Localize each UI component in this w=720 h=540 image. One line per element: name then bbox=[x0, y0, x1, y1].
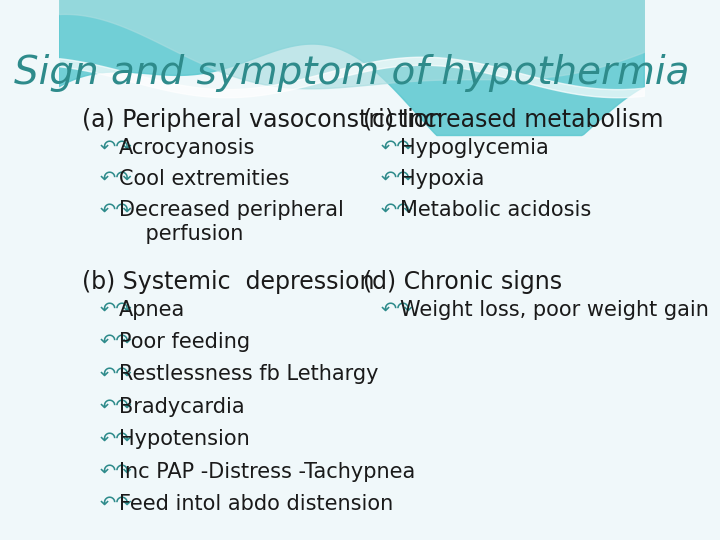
Text: Sign and symptom of hypothermia: Sign and symptom of hypothermia bbox=[14, 54, 689, 92]
Text: (b) Systemic  depression: (b) Systemic depression bbox=[82, 270, 374, 294]
Text: ↶↷: ↶↷ bbox=[99, 200, 132, 219]
Text: ↶↷: ↶↷ bbox=[99, 364, 132, 383]
Text: Decreased peripheral
    perfusion: Decreased peripheral perfusion bbox=[119, 200, 344, 244]
Text: Hypotension: Hypotension bbox=[119, 429, 250, 449]
Text: ↶↷: ↶↷ bbox=[381, 138, 413, 157]
Text: Apnea: Apnea bbox=[119, 300, 185, 320]
Text: Acrocyanosis: Acrocyanosis bbox=[119, 138, 256, 158]
Text: ↶↷: ↶↷ bbox=[99, 429, 132, 448]
Text: ↶↷: ↶↷ bbox=[381, 300, 413, 319]
Text: ↶↷: ↶↷ bbox=[99, 462, 132, 481]
Text: ↶↷: ↶↷ bbox=[99, 169, 132, 188]
Text: (d) Chronic signs: (d) Chronic signs bbox=[363, 270, 562, 294]
Text: Hypoglycemia: Hypoglycemia bbox=[400, 138, 549, 158]
Text: Metabolic acidosis: Metabolic acidosis bbox=[400, 200, 591, 220]
Text: Hypoxia: Hypoxia bbox=[400, 169, 485, 189]
Text: (c) Increased metabolism: (c) Increased metabolism bbox=[363, 108, 664, 132]
Text: ↶↷: ↶↷ bbox=[99, 332, 132, 351]
Text: Poor feeding: Poor feeding bbox=[119, 332, 250, 352]
Text: ↶↷: ↶↷ bbox=[99, 397, 132, 416]
Text: Feed intol abdo distension: Feed intol abdo distension bbox=[119, 494, 393, 514]
Text: Inc PAP -Distress -Tachypnea: Inc PAP -Distress -Tachypnea bbox=[119, 462, 415, 482]
Text: Bradycardia: Bradycardia bbox=[119, 397, 245, 417]
Text: (a) Peripheral vasoconstriction: (a) Peripheral vasoconstriction bbox=[82, 108, 444, 132]
Text: ↶↷: ↶↷ bbox=[381, 169, 413, 188]
Text: ↶↷: ↶↷ bbox=[99, 494, 132, 513]
Text: ↶↷: ↶↷ bbox=[381, 200, 413, 219]
Text: ↶↷: ↶↷ bbox=[99, 138, 132, 157]
Text: Restlessness fb Lethargy: Restlessness fb Lethargy bbox=[119, 364, 379, 384]
Text: ↶↷: ↶↷ bbox=[99, 300, 132, 319]
Text: Weight loss, poor weight gain: Weight loss, poor weight gain bbox=[400, 300, 708, 320]
Text: Cool extremities: Cool extremities bbox=[119, 169, 289, 189]
